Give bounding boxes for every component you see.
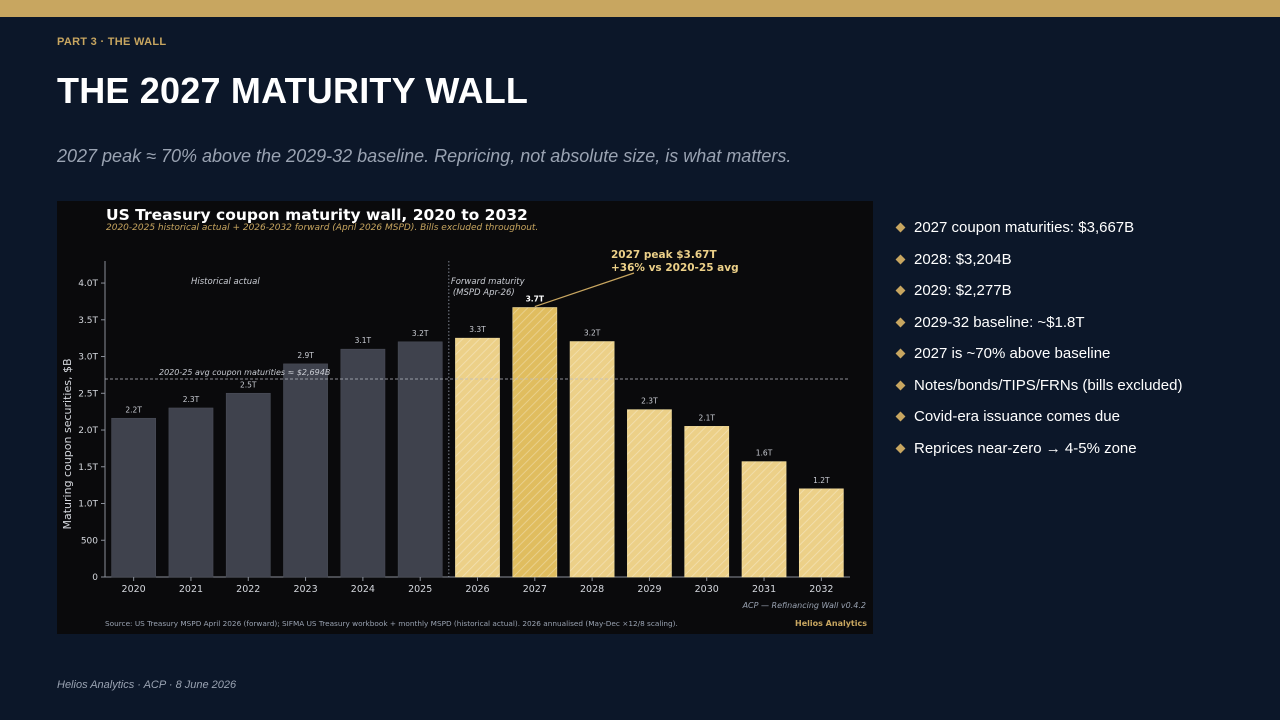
diamond-bullet-icon bbox=[895, 411, 906, 422]
key-point: Notes/bonds/TIPS/FRNs (bills excluded) bbox=[895, 370, 1182, 402]
data-label-2024: 3.1T bbox=[355, 336, 372, 345]
region-label-forward-source: (MSPD Apr-26) bbox=[453, 288, 515, 298]
diamond-bullet-icon bbox=[895, 254, 906, 265]
data-label-2032: 1.2T bbox=[813, 476, 830, 485]
bar-hatch-2026 bbox=[455, 338, 500, 577]
diamond-bullet-icon bbox=[895, 348, 906, 359]
x-tick-label-2025: 2025 bbox=[408, 584, 432, 595]
key-point-text: 2027 is ~70% above baseline bbox=[914, 345, 1111, 363]
x-tick-label-2029: 2029 bbox=[637, 584, 661, 595]
data-label-2022: 2.5T bbox=[240, 380, 257, 389]
key-point: 2027 is ~70% above baseline bbox=[895, 338, 1182, 370]
x-tick-label-2021: 2021 bbox=[179, 584, 203, 595]
x-tick-label-2026: 2026 bbox=[465, 584, 489, 595]
bar-hatch-2028 bbox=[570, 341, 615, 577]
y-tick-label: 2.5T bbox=[78, 389, 98, 399]
x-tick-label-2024: 2024 bbox=[351, 584, 375, 595]
peak-annotation-arrow bbox=[534, 272, 635, 308]
slide-subtitle: 2027 peak ≈ 70% above the 2029-32 baseli… bbox=[57, 146, 792, 166]
data-label-2020: 2.2T bbox=[125, 405, 142, 414]
bar-2021 bbox=[168, 407, 214, 578]
key-point: 2029-32 baseline: ~$1.8T bbox=[895, 307, 1182, 339]
y-tick-label: 4.0T bbox=[78, 279, 98, 289]
diamond-bullet-icon bbox=[895, 285, 906, 296]
y-tick-label: 3.5T bbox=[78, 316, 98, 326]
x-tick-label-2030: 2030 bbox=[695, 584, 719, 595]
key-point: 2029: $2,277B bbox=[895, 275, 1182, 307]
bar-hatch-2027 bbox=[512, 307, 557, 577]
chart-source: Source: US Treasury MSPD April 2026 (for… bbox=[105, 619, 678, 628]
diamond-bullet-icon bbox=[895, 380, 906, 391]
bar-hatch-2030 bbox=[684, 426, 729, 577]
x-tick-label-2023: 2023 bbox=[293, 584, 317, 595]
data-label-2027: 3.7T bbox=[526, 295, 545, 304]
y-tick-label: 2.0T bbox=[78, 426, 98, 436]
section-kicker: PART 3 · THE WALL bbox=[57, 36, 167, 48]
x-tick-label-2020: 2020 bbox=[122, 584, 146, 595]
key-point-text: 2029-32 baseline: ~$1.8T bbox=[914, 313, 1085, 331]
x-tick-label-2032: 2032 bbox=[809, 584, 833, 595]
key-point-text: Reprices near-zero → 4-5% zone bbox=[914, 439, 1137, 457]
data-label-2031: 1.6T bbox=[756, 449, 773, 458]
bar-hatch-2029 bbox=[627, 409, 672, 577]
y-tick-label: 500 bbox=[81, 536, 98, 546]
key-point: 2027 coupon maturities: $3,667B bbox=[895, 212, 1182, 244]
data-label-2023: 2.9T bbox=[297, 351, 314, 360]
data-label-2026: 3.3T bbox=[469, 325, 486, 334]
y-tick-label: 3.0T bbox=[78, 353, 98, 363]
bar-hatch-2031 bbox=[741, 461, 787, 577]
bar-2020 bbox=[111, 417, 157, 578]
key-point: 2028: $3,204B bbox=[895, 244, 1182, 276]
key-point-text: Notes/bonds/TIPS/FRNs (bills excluded) bbox=[914, 376, 1183, 394]
data-label-2028: 3.2T bbox=[584, 329, 601, 338]
y-tick-label: 1.5T bbox=[78, 463, 98, 473]
region-label-historical: Historical actual bbox=[191, 277, 260, 287]
diamond-bullet-icon bbox=[895, 317, 906, 328]
peak-annotation-detail: +36% vs 2020-25 avg bbox=[611, 262, 739, 274]
x-tick-label-2027: 2027 bbox=[523, 584, 547, 595]
y-tick-label: 0 bbox=[92, 573, 98, 583]
data-label-2029: 2.3T bbox=[641, 397, 658, 406]
key-point-text: Covid-era issuance comes due bbox=[914, 408, 1120, 426]
x-tick-label-2028: 2028 bbox=[580, 584, 604, 595]
maturity-wall-chart: US Treasury coupon maturity wall, 2020 t… bbox=[61, 206, 867, 628]
bar-2024 bbox=[340, 348, 386, 578]
region-label-forward: Forward maturity bbox=[451, 277, 526, 287]
x-tick-label-2031: 2031 bbox=[752, 584, 776, 595]
bar-2025 bbox=[397, 341, 443, 578]
key-points-list: 2027 coupon maturities: $3,667B 2028: $3… bbox=[895, 212, 1182, 464]
chart-panel: US Treasury coupon maturity wall, 2020 t… bbox=[57, 201, 873, 634]
slide-title: THE 2027 MATURITY WALL bbox=[57, 70, 529, 111]
bar-hatch-2032 bbox=[799, 488, 844, 577]
data-label-2021: 2.3T bbox=[183, 395, 200, 404]
y-axis-label: Maturing coupon securities, $B bbox=[61, 359, 74, 530]
chart-title: US Treasury coupon maturity wall, 2020 t… bbox=[106, 206, 528, 224]
diamond-bullet-icon bbox=[895, 222, 906, 233]
y-tick-label: 1.0T bbox=[78, 500, 98, 510]
data-label-2025: 3.2T bbox=[412, 329, 429, 338]
bar-2022 bbox=[225, 392, 271, 578]
key-point-text: 2029: $2,277B bbox=[914, 282, 1012, 300]
diamond-bullet-icon bbox=[895, 443, 906, 454]
chart-subtitle: 2020-2025 historical actual + 2026-2032 … bbox=[106, 223, 538, 233]
version-note: ACP — Refinancing Wall v0.4.2 bbox=[742, 601, 866, 610]
key-point: Reprices near-zero → 4-5% zone bbox=[895, 433, 1182, 465]
key-point: Covid-era issuance comes due bbox=[895, 401, 1182, 433]
average-reference-label: 2020-25 avg coupon maturities ≈ $2,694B bbox=[159, 368, 330, 377]
data-label-2030: 2.1T bbox=[698, 413, 715, 422]
peak-annotation-title: 2027 peak $3.67T bbox=[611, 249, 717, 261]
slide-footer: Helios Analytics · ACP · 8 June 2026 bbox=[57, 679, 237, 691]
top-accent-bar bbox=[0, 0, 1280, 17]
key-point-text: 2028: $3,204B bbox=[914, 250, 1012, 268]
bar-2023 bbox=[283, 363, 328, 578]
brand-label: Helios Analytics bbox=[795, 619, 867, 628]
key-point-text: 2027 coupon maturities: $3,667B bbox=[914, 219, 1135, 237]
x-tick-label-2022: 2022 bbox=[236, 584, 260, 595]
